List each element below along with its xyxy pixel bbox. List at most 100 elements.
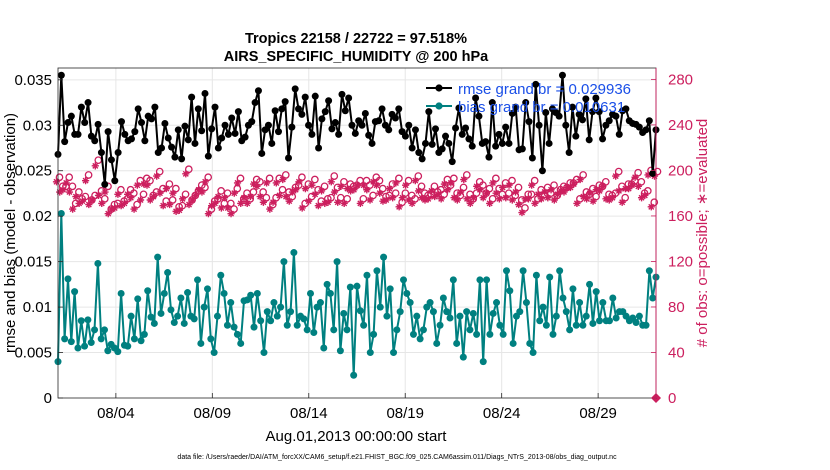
obs-evaluated-point <box>136 196 145 204</box>
rmse-point <box>191 139 199 147</box>
obs-evaluated-point <box>469 194 478 202</box>
bias-point <box>526 339 534 347</box>
obs-evaluated-point <box>363 186 371 194</box>
bias-point <box>194 276 202 284</box>
obs-evaluated-point <box>356 199 364 208</box>
obs-evaluated-point <box>227 210 235 218</box>
rmse-point <box>522 99 530 107</box>
obs-possible-point <box>514 183 523 192</box>
obs-evaluated-point <box>81 177 90 185</box>
rmse-point <box>121 130 129 138</box>
rmse-point <box>485 153 493 161</box>
obs-possible-point <box>100 195 109 203</box>
rmse-point <box>348 121 356 129</box>
obs-evaluated-point <box>486 199 494 208</box>
obs-evaluated-point <box>263 179 271 187</box>
rmse-point <box>91 137 99 145</box>
rmse-point <box>311 92 319 100</box>
rmse-point <box>218 134 226 142</box>
bias-point <box>230 323 238 331</box>
obs-evaluated-point <box>476 186 484 194</box>
rmse-point <box>492 142 500 150</box>
rmse-point <box>358 121 366 129</box>
rmse-point <box>278 105 286 113</box>
obs-possible-point <box>462 171 471 179</box>
bias-point <box>257 317 265 325</box>
obs-possible-point <box>637 177 646 186</box>
obs-possible-point <box>634 168 642 177</box>
rmse-point <box>178 155 186 163</box>
rmse-point <box>97 149 105 157</box>
bias-point <box>489 309 497 317</box>
rmse-point <box>271 107 279 115</box>
obs-evaluated-point <box>537 195 545 203</box>
obs-evaluated-point <box>440 180 448 188</box>
obs-evaluated-point <box>592 186 600 194</box>
left-y-axis: 0 0.005 0.01 0.015 0.02 0.025 0.03 0.035 <box>14 72 63 407</box>
obs-evaluated-point <box>402 181 410 189</box>
obs-possible-point <box>430 182 439 191</box>
bias-point <box>94 259 102 267</box>
bias-point <box>217 271 225 279</box>
rmse-point <box>605 117 613 125</box>
left-y-tick-label: 0 <box>44 390 52 407</box>
rmse-point <box>181 122 189 130</box>
rmse-point <box>555 112 563 120</box>
obs-evaluated-point <box>456 188 465 196</box>
bias-point <box>170 319 178 327</box>
obs-evaluated-point <box>511 188 520 196</box>
bias-point <box>386 285 394 293</box>
bias-point <box>130 335 138 343</box>
bias-point <box>273 312 281 320</box>
x-tick-label: 08/24 <box>483 405 521 422</box>
obs-possible-point <box>181 190 190 199</box>
obs-possible-point <box>55 173 64 182</box>
rmse-point <box>111 177 119 185</box>
obs-evaluated-point <box>450 194 458 202</box>
bias-point <box>157 309 165 317</box>
bias-point <box>456 312 464 320</box>
bias-point <box>180 319 188 327</box>
obs-possible-point <box>411 195 419 203</box>
rmse-point <box>562 121 570 129</box>
obs-evaluated-point <box>240 194 248 202</box>
bias-point <box>316 299 324 307</box>
obs-evaluated-point <box>250 180 258 188</box>
bias-point <box>635 312 643 320</box>
bias-point <box>233 330 241 338</box>
obs-possible-point <box>391 189 400 198</box>
obs-possible-point <box>343 195 352 203</box>
obs-evaluated-point <box>628 181 636 189</box>
bias-point <box>645 267 653 275</box>
obs-evaluated-point <box>62 179 70 187</box>
rmse-point <box>375 117 383 125</box>
rmse-point <box>94 120 102 128</box>
rmse-point <box>224 130 232 138</box>
obs-evaluated-point <box>515 200 523 209</box>
obs-possible-point <box>395 174 403 183</box>
obs-evaluated-point <box>114 190 122 198</box>
bias-point <box>436 321 444 329</box>
bias-point <box>360 321 368 329</box>
bias-point <box>104 347 112 355</box>
obs-possible-point <box>172 184 180 193</box>
obs-possible-point <box>521 204 529 212</box>
bias-point <box>64 275 72 283</box>
obs-possible-point <box>281 171 290 179</box>
obs-evaluated-point <box>211 199 219 208</box>
bias-point <box>559 294 567 302</box>
obs-possible-point <box>485 184 494 193</box>
bias-point <box>87 339 95 347</box>
obs-evaluated-point <box>269 198 277 206</box>
bias-point <box>429 308 437 316</box>
obs-evaluated-point <box>279 175 287 184</box>
legend: rmse grand br = 0.029936 bias grand br =… <box>426 81 631 116</box>
obs-evaluated-point <box>427 187 436 195</box>
obs-possible-point <box>504 189 513 198</box>
bias-point <box>283 321 291 329</box>
bias-point <box>220 289 228 297</box>
bias-point <box>373 267 381 275</box>
bias-point <box>536 317 544 325</box>
bias-point <box>263 308 271 316</box>
bias-point <box>270 299 278 307</box>
